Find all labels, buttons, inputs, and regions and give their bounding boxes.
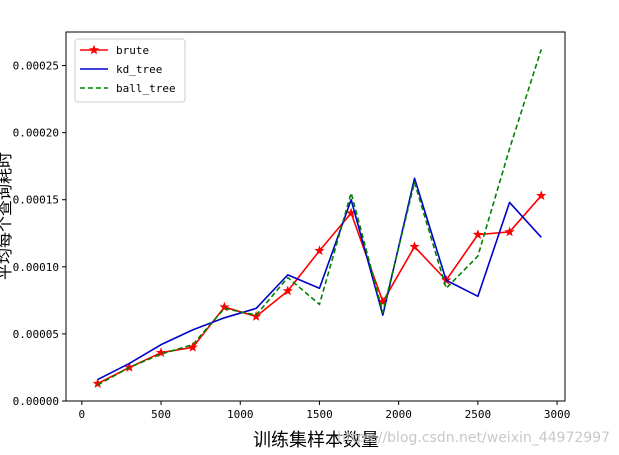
- series-line-kd_tree: [97, 177, 542, 381]
- y-tick-label: 0.00015: [13, 194, 59, 207]
- legend-label-kd_tree: kd_tree: [116, 63, 162, 76]
- data-point-brute: [536, 190, 547, 201]
- y-axis-label: 平均每个查询耗时: [0, 152, 14, 280]
- data-point-brute: [219, 301, 230, 312]
- legend: brute kd_tree ball_tree: [74, 38, 186, 103]
- series-ball_tree: [97, 49, 543, 386]
- data-point-brute: [472, 229, 483, 239]
- legend-marker-brute: [88, 44, 100, 55]
- y-tick-label: 0.00020: [13, 127, 59, 140]
- x-tick-label: 2000: [385, 408, 412, 421]
- data-point-brute: [282, 285, 293, 296]
- x-tick-label: 1000: [227, 408, 254, 421]
- y-tick-label: 0.00005: [13, 328, 59, 341]
- x-tick-label: 3000: [544, 408, 571, 421]
- y-tick-label: 0.00025: [13, 60, 59, 73]
- x-tick-label: 1500: [306, 408, 333, 421]
- plot-frame: [65, 31, 566, 402]
- series-line-ball_tree: [97, 49, 543, 386]
- series-layer: [92, 49, 547, 388]
- x-tick-label: 2500: [465, 408, 492, 421]
- series-kd_tree: [97, 177, 542, 381]
- data-point-brute: [92, 378, 103, 388]
- x-axis-label: 训练集样本数量: [253, 430, 379, 451]
- legend-label-ball_tree: ball_tree: [116, 82, 176, 95]
- y-tick-label: 0.00000: [13, 395, 59, 408]
- legend-label-brute: brute: [116, 44, 149, 57]
- x-tick-label: 500: [151, 408, 171, 421]
- x-tick-label: 0: [79, 408, 86, 421]
- data-point-brute: [155, 347, 167, 358]
- watermark-text: https://blog.csdn.net/weixin_44972997: [337, 430, 610, 446]
- y-tick-label: 0.00010: [13, 261, 59, 274]
- data-point-brute: [314, 245, 325, 256]
- data-point-brute: [409, 241, 420, 252]
- y-axis-ticks: 0.00000 0.00005 0.00010 0.00015 0.00020 0.000…: [13, 60, 66, 408]
- x-axis-ticks: 0 500 1000 1500 2000 2500 3000: [79, 401, 571, 421]
- data-point-brute: [504, 226, 515, 237]
- legend-box: [74, 38, 186, 103]
